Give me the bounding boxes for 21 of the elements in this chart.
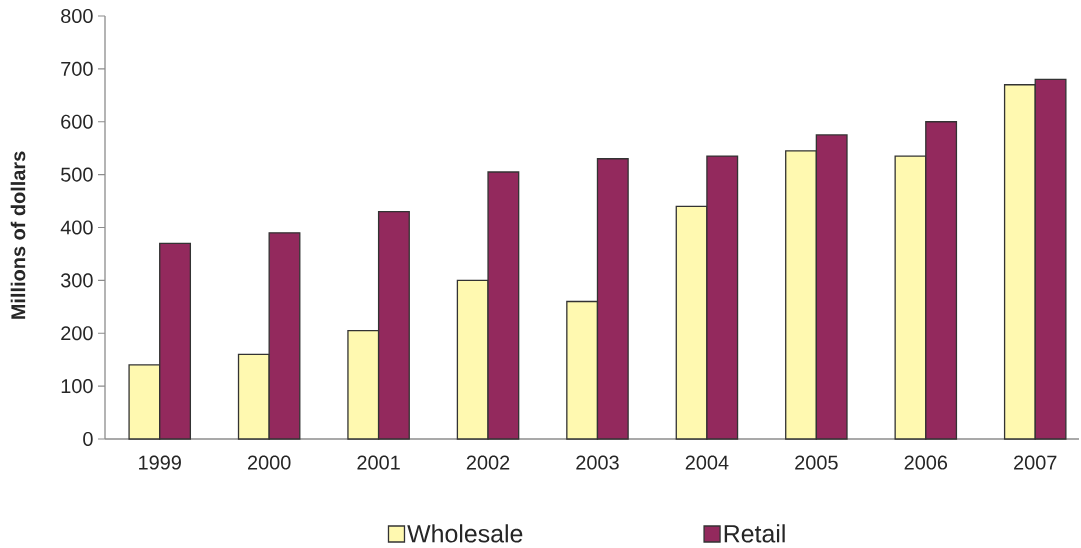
y-tick-label: 700 bbox=[61, 61, 93, 76]
y-tick-label: 400 bbox=[60, 220, 93, 235]
y-axis-title: Millions of dollars bbox=[10, 151, 26, 319]
y-tick-label: 500 bbox=[61, 167, 93, 182]
x-tick-label: 2000 bbox=[247, 455, 291, 470]
y-tick-label: 0 bbox=[83, 431, 93, 447]
x-tick-label: 1999 bbox=[139, 455, 181, 470]
legend-label: Retail bbox=[724, 524, 785, 543]
x-tick-label: 2002 bbox=[466, 455, 510, 470]
y-tick-label: 600 bbox=[61, 114, 93, 129]
x-tick-label: 2003 bbox=[576, 455, 619, 470]
x-tick-label: 2006 bbox=[904, 455, 948, 470]
y-tick-label: 800 bbox=[61, 8, 93, 24]
y-tick-label: 300 bbox=[61, 273, 93, 288]
y-tick-label: 100 bbox=[61, 379, 93, 394]
x-tick-label: 2004 bbox=[685, 455, 729, 470]
x-tick-label: 2005 bbox=[795, 455, 838, 470]
x-tick-label: 2001 bbox=[357, 455, 400, 470]
x-tick-label: 2007 bbox=[1014, 455, 1057, 470]
y-tick-label: 200 bbox=[61, 326, 93, 341]
legend-label: Wholesale bbox=[407, 524, 523, 543]
